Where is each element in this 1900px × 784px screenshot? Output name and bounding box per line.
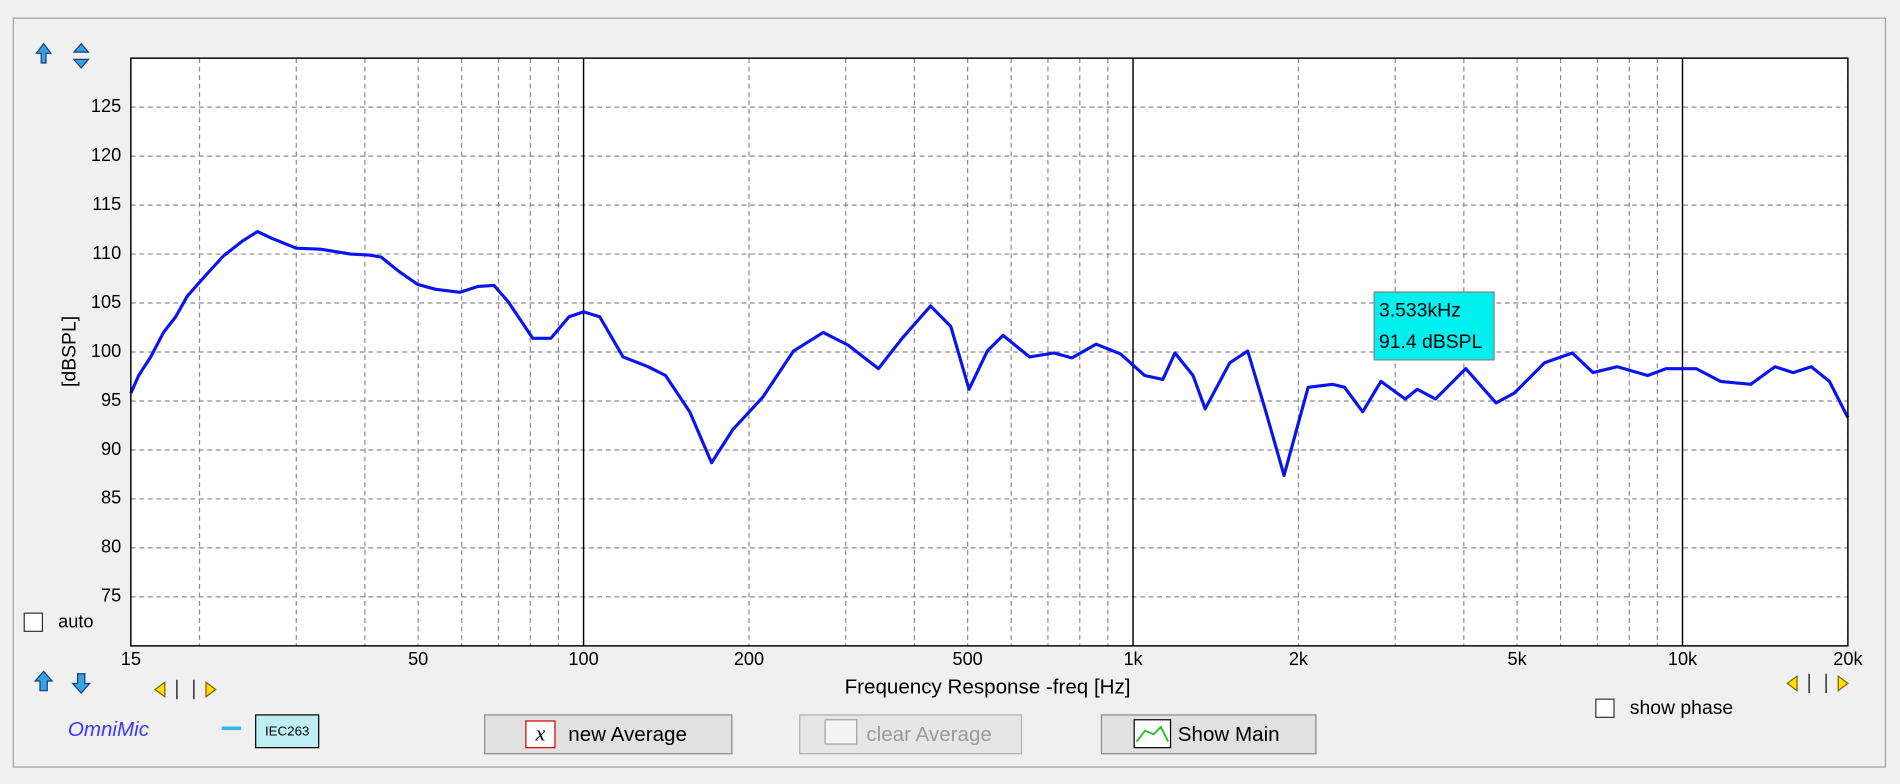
plot-border — [130, 57, 1849, 647]
y-tick-label: 105 — [91, 292, 121, 312]
scroll-arrows[interactable] — [33, 670, 1849, 700]
x-tick-label: 2k — [1289, 649, 1309, 669]
svg-text:x: x — [535, 722, 546, 746]
y-tick-label: 120 — [91, 145, 121, 165]
auto-checkbox[interactable] — [23, 612, 44, 632]
y-tick-label: 80 — [101, 537, 121, 557]
data-line — [129, 229, 1850, 478]
x-axis-label: Frequency Response -freq [Hz] — [845, 676, 1131, 699]
y-tick-label: 85 — [101, 488, 121, 508]
frame — [12, 17, 1887, 768]
y-tick-label: 95 — [101, 390, 121, 410]
y-axis-label: [dBSPL] — [58, 316, 80, 387]
y-tick-label: 100 — [91, 341, 121, 361]
show-phase-checkbox[interactable] — [1595, 698, 1615, 718]
auto-label: auto — [58, 612, 93, 632]
x-tick-label: 15 — [121, 649, 141, 669]
y-tick-label: 125 — [91, 96, 121, 116]
x-tick-label: 20k — [1833, 649, 1863, 669]
button-label: Show Main — [1178, 723, 1280, 746]
mic-label: IEC263 — [265, 723, 309, 738]
new-average-button[interactable]: x new Average — [484, 714, 733, 755]
y-tick-label: 115 — [92, 194, 121, 214]
x-tick-label: 50 — [408, 649, 428, 669]
legend-label: OmniMic — [68, 718, 150, 741]
button-label: clear Average — [866, 723, 991, 746]
x-tick-label: 1k — [1123, 649, 1143, 669]
button-label: new Average — [568, 723, 687, 746]
annotation-text: 91.4 dBSPL — [1379, 331, 1483, 353]
x-tick-label: 10k — [1668, 649, 1698, 669]
y-tick-label: 90 — [101, 439, 121, 459]
y-tick-label: 110 — [92, 243, 121, 263]
mic-box[interactable] — [255, 714, 320, 749]
clear-average-button[interactable]: clear Average — [799, 714, 1023, 755]
y-tick-label: 75 — [101, 586, 121, 606]
zoom-icons[interactable] — [35, 42, 90, 69]
show-phase-label: show phase — [1630, 697, 1733, 719]
x-tick-label: 100 — [568, 649, 598, 669]
show-main-button[interactable]: Show Main — [1100, 714, 1317, 755]
annotation-box — [1373, 291, 1495, 361]
x-tick-label: 200 — [734, 649, 764, 669]
x-tick-label: 500 — [952, 649, 982, 669]
x-tick-label: 5k — [1507, 649, 1527, 669]
annotation-text: 3.533kHz — [1379, 300, 1461, 322]
